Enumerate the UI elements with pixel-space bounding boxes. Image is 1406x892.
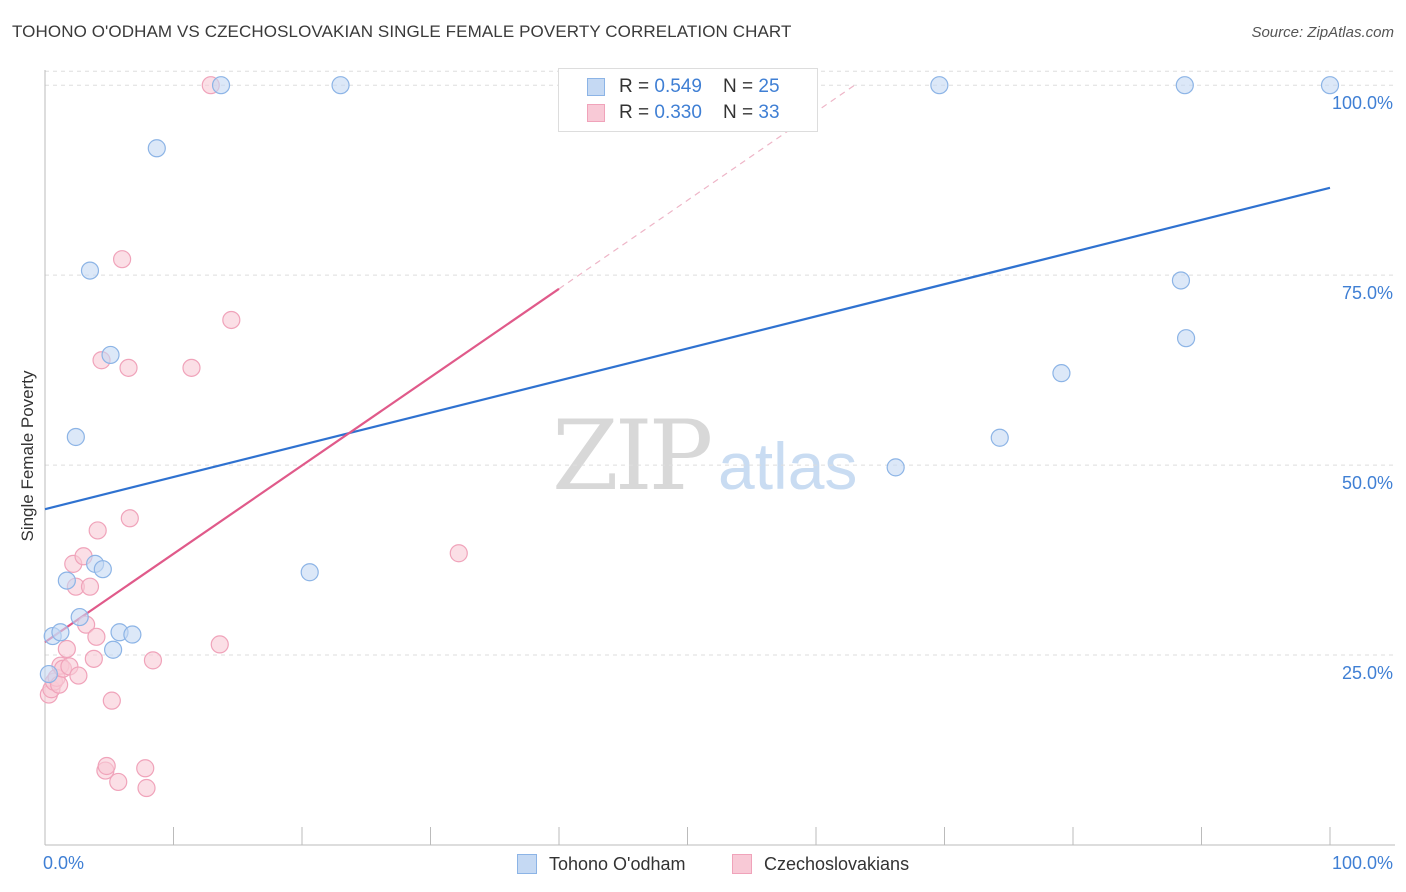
legend-r-value: 0.330	[654, 102, 702, 123]
legend-n-value: 33	[758, 102, 780, 123]
point-tohono	[1320, 76, 1340, 95]
legend-swatch-pink	[587, 104, 605, 122]
legend-n-label: N =	[723, 76, 759, 97]
point-czech	[136, 759, 155, 778]
legend-label: Tohono O'odham	[549, 853, 686, 874]
point-czech	[88, 521, 107, 540]
x-tick-label: 100.0%	[1332, 853, 1393, 873]
point-tohono	[1176, 329, 1196, 348]
point-tohono	[123, 625, 142, 644]
point-czech	[87, 627, 106, 646]
point-tohono	[990, 428, 1009, 447]
point-tohono	[39, 664, 58, 684]
watermark-zip: ZIP	[552, 400, 713, 512]
axes	[44, 70, 1395, 846]
legend-swatch-blue	[517, 854, 537, 874]
point-tohono	[1175, 76, 1194, 95]
point-tohono	[93, 560, 112, 579]
legend-item-czech: Czechoslovakians	[732, 852, 909, 876]
point-czech	[137, 778, 156, 798]
legend-text: R = 0.549 N = 25	[619, 76, 780, 98]
point-tohono	[57, 571, 76, 590]
y-tick-label: 50.0%	[1342, 473, 1393, 493]
point-czech	[102, 691, 121, 710]
point-czech	[120, 509, 139, 528]
legend-swatch-pink	[732, 854, 752, 874]
point-tohono	[80, 261, 100, 280]
legend-item-tohono: Tohono O'odham	[517, 852, 686, 876]
point-tohono	[211, 76, 231, 95]
legend-swatch-blue	[587, 78, 605, 96]
y-tick-label: 100.0%	[1332, 93, 1393, 113]
point-czech	[210, 635, 229, 654]
point-czech	[143, 651, 163, 670]
point-tohono	[101, 345, 120, 365]
trendline-czech	[44, 287, 560, 644]
trendline-tohono	[44, 186, 1331, 511]
legend-label: Czechoslovakians	[764, 853, 910, 874]
legend-r-label: R =	[619, 102, 655, 123]
legend-r-label: R =	[619, 76, 655, 97]
point-tohono	[1052, 364, 1071, 383]
legend-text: R = 0.330 N = 33	[619, 102, 780, 124]
point-tohono	[104, 640, 123, 659]
point-tohono	[1171, 271, 1191, 290]
point-czech	[109, 772, 128, 792]
point-tohono	[66, 427, 85, 447]
point-czech	[449, 544, 468, 563]
point-czech	[112, 250, 132, 269]
watermark-atlas: atlas	[718, 429, 858, 503]
point-czech	[119, 358, 138, 377]
chart-title: TOHONO O'ODHAM VS CZECHOSLOVAKIAN SINGLE…	[12, 22, 792, 41]
legend-n-value: 25	[758, 76, 780, 97]
x-tick-label: 0.0%	[43, 853, 84, 873]
y-tick-label: 75.0%	[1342, 283, 1393, 303]
source-label: Source: ZipAtlas.com	[1251, 24, 1394, 41]
point-tohono	[331, 76, 350, 95]
legend-n-label: N =	[723, 102, 759, 123]
point-czech	[222, 310, 241, 330]
point-czech	[57, 639, 76, 659]
point-tohono	[886, 458, 905, 477]
point-tohono	[51, 623, 70, 642]
data-points	[39, 76, 1340, 798]
legend-r-value: 0.549	[654, 76, 702, 97]
tick-labels: 25.0% 50.0% 75.0% 100.0% 0.0% 100.0%	[43, 93, 1393, 873]
point-czech	[80, 577, 100, 596]
point-tohono	[70, 607, 89, 627]
trendlines	[44, 84, 1331, 644]
y-tick-label: 25.0%	[1342, 663, 1393, 683]
point-czech	[182, 358, 201, 377]
point-czech	[69, 666, 88, 685]
correlation-legend: R = 0.549 N = 25 R = 0.330 N = 33	[558, 68, 818, 132]
point-tohono	[147, 139, 166, 158]
point-tohono	[300, 563, 319, 582]
point-czech	[84, 649, 103, 668]
point-tohono	[930, 76, 949, 95]
gridlines	[45, 70, 1395, 656]
point-czech	[97, 756, 116, 776]
